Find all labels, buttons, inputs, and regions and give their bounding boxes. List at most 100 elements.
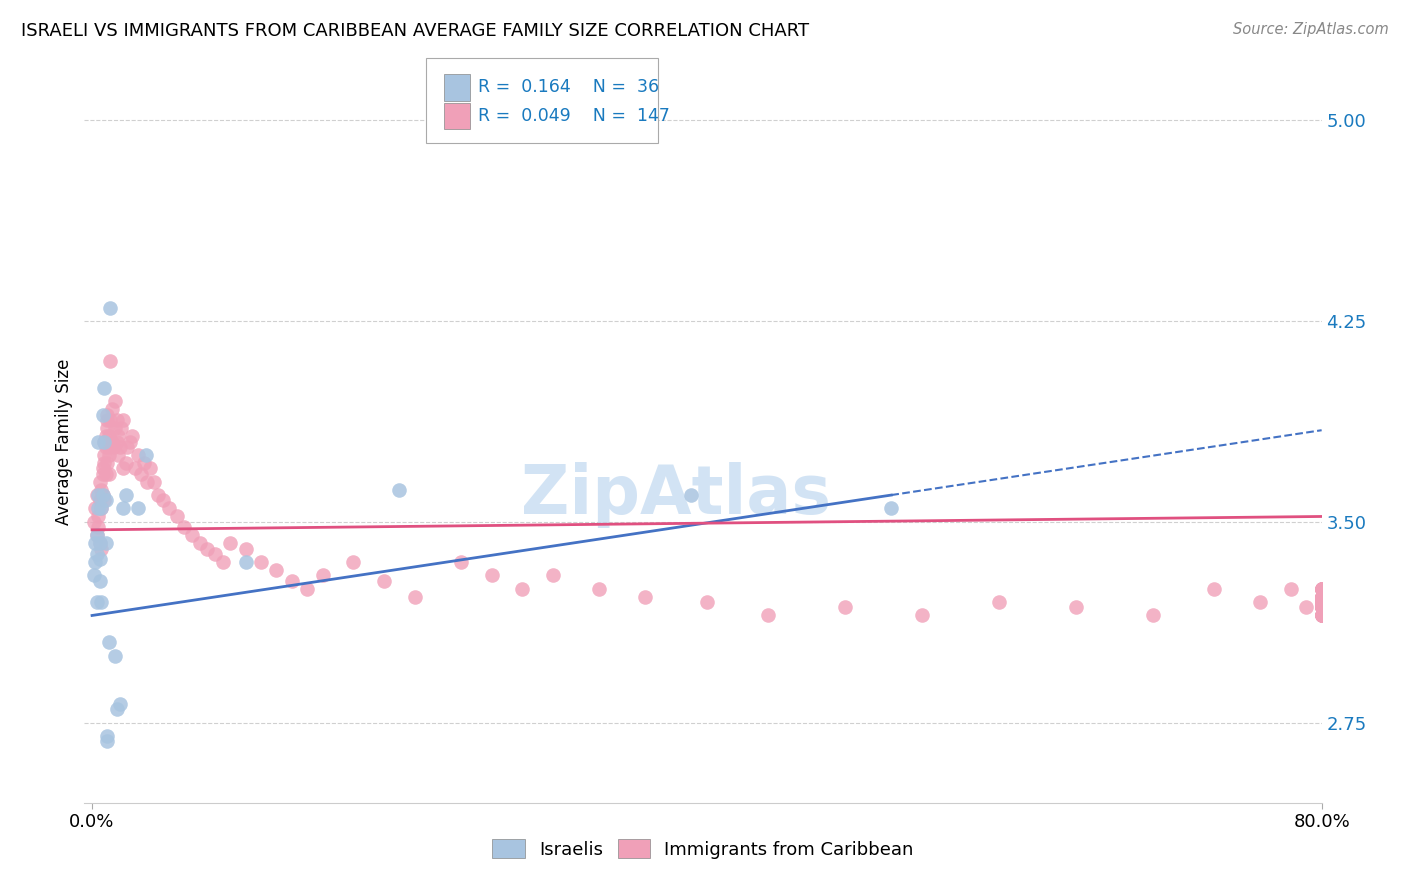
Point: [880, 501, 903, 516]
Point: [86, 488, 108, 502]
Legend: Israelis, Immigrants from Caribbean: Israelis, Immigrants from Caribbean: [485, 832, 921, 866]
Point: [1310, 590, 1333, 604]
Point: [696, 595, 718, 609]
Point: [1310, 590, 1333, 604]
Point: [588, 582, 610, 596]
Point: [1310, 608, 1333, 623]
Point: [342, 555, 364, 569]
Point: [100, 413, 122, 427]
Point: [1310, 600, 1333, 615]
Point: [1310, 608, 1333, 623]
Point: [107, 448, 129, 462]
Point: [115, 456, 138, 470]
Point: [91, 488, 114, 502]
Point: [1310, 608, 1333, 623]
Point: [1249, 595, 1271, 609]
Point: [89, 552, 111, 566]
Point: [1310, 600, 1333, 615]
Point: [129, 467, 152, 481]
Point: [1310, 608, 1333, 623]
Point: [115, 488, 138, 502]
Point: [97, 467, 120, 481]
Point: [634, 590, 657, 604]
Point: [105, 434, 128, 449]
Point: [152, 493, 174, 508]
Point: [1310, 590, 1333, 604]
Point: [135, 448, 157, 462]
Point: [97, 635, 120, 649]
Point: [90, 501, 112, 516]
Point: [93, 493, 115, 508]
Point: [1310, 582, 1333, 596]
Point: [96, 421, 118, 435]
Point: [404, 590, 426, 604]
Point: [1310, 608, 1333, 623]
Point: [89, 536, 111, 550]
Point: [1310, 582, 1333, 596]
Point: [121, 429, 143, 443]
Point: [111, 461, 134, 475]
Point: [93, 456, 115, 470]
Point: [91, 488, 114, 502]
Point: [103, 440, 125, 454]
Point: [100, 301, 122, 315]
Point: [134, 456, 156, 470]
Point: [86, 528, 108, 542]
Point: [1310, 590, 1333, 604]
Point: [1310, 595, 1333, 609]
Point: [1310, 590, 1333, 604]
Text: R =  0.049    N =  147: R = 0.049 N = 147: [478, 107, 669, 125]
Point: [1310, 608, 1333, 623]
Point: [1310, 582, 1333, 596]
Point: [104, 394, 127, 409]
Point: [1310, 595, 1333, 609]
Point: [1310, 600, 1333, 615]
Point: [1310, 595, 1333, 609]
Point: [188, 536, 211, 550]
Point: [89, 536, 111, 550]
Point: [1310, 590, 1333, 604]
Point: [108, 440, 131, 454]
Point: [127, 448, 149, 462]
Point: [1310, 582, 1333, 596]
Point: [105, 413, 128, 427]
Point: [1310, 582, 1333, 596]
Point: [84, 536, 107, 550]
Point: [1064, 600, 1087, 615]
Point: [89, 574, 111, 588]
Point: [93, 434, 115, 449]
Point: [1310, 595, 1333, 609]
Point: [311, 568, 333, 582]
Point: [1310, 600, 1333, 615]
Point: [84, 501, 107, 516]
Point: [91, 461, 114, 475]
Text: ZipAtlas: ZipAtlas: [522, 462, 831, 528]
Point: [93, 381, 115, 395]
Point: [211, 555, 233, 569]
Point: [181, 528, 204, 542]
Point: [1310, 582, 1333, 596]
Point: [1310, 582, 1333, 596]
Point: [94, 467, 117, 481]
Point: [1310, 600, 1333, 615]
Point: [1202, 582, 1225, 596]
Point: [1310, 595, 1333, 609]
Point: [83, 568, 105, 582]
Point: [96, 729, 118, 743]
Point: [89, 493, 111, 508]
Point: [90, 483, 112, 497]
Point: [173, 520, 195, 534]
Point: [1310, 590, 1333, 604]
Point: [541, 568, 564, 582]
Point: [93, 448, 115, 462]
Point: [94, 429, 117, 443]
Point: [94, 440, 117, 454]
Point: [110, 421, 132, 435]
Point: [86, 528, 108, 542]
Point: [235, 555, 257, 569]
Point: [90, 501, 112, 516]
Point: [86, 595, 108, 609]
Point: [101, 402, 124, 417]
Point: [1310, 600, 1333, 615]
Point: [987, 595, 1010, 609]
